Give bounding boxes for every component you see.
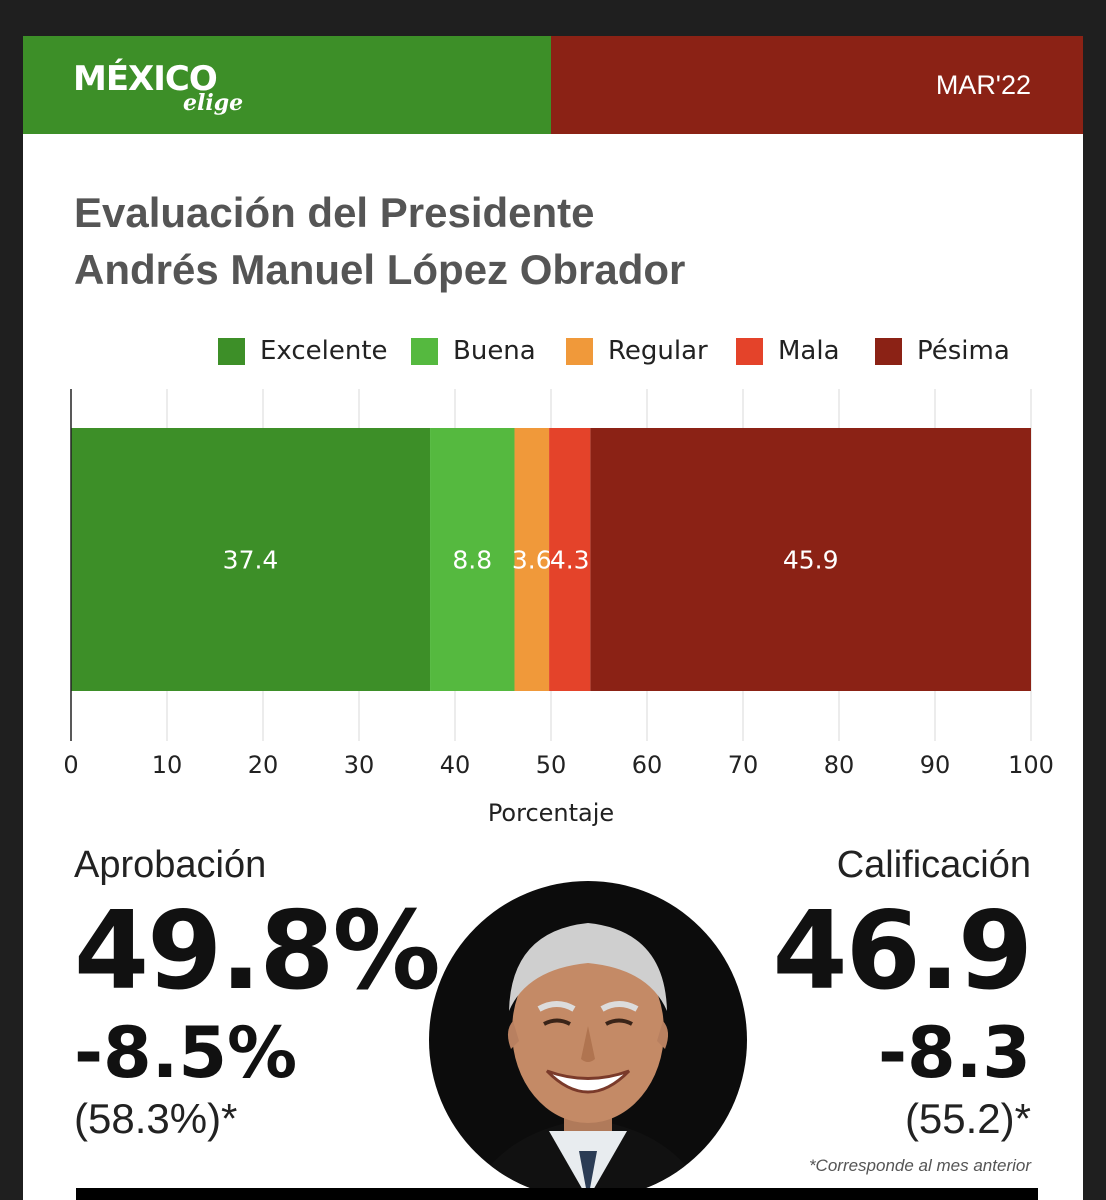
chart-bar-labels: 37.4 8.8 3.64.3 45.9 (223, 546, 839, 575)
x-tick-label-50: 50 (536, 751, 567, 779)
title-line-1: Evaluación del Presidente (74, 189, 595, 236)
x-tick-label-20: 20 (248, 751, 279, 779)
x-tick-label-60: 60 (632, 751, 663, 779)
x-tick-label-0: 0 (63, 751, 78, 779)
rating-delta: -8.3 (877, 1012, 1031, 1094)
header-green-band (23, 36, 551, 134)
logo-main-text: MÉXICO (73, 59, 218, 99)
legend-label-mala: Mala (778, 336, 840, 366)
x-tick-label-30: 30 (344, 751, 375, 779)
x-tick-label-90: 90 (920, 751, 951, 779)
rating-label: Calificación (836, 844, 1031, 886)
rating-previous: (55.2)* (904, 1095, 1031, 1142)
x-tick-label-100: 100 (1008, 751, 1054, 779)
legend-swatch-pesima (875, 338, 902, 365)
approval-delta: -8.5% (74, 1012, 298, 1094)
x-tick-label-80: 80 (824, 751, 855, 779)
approval-value: 49.8% (74, 889, 441, 1014)
bar-segment-regular (514, 428, 550, 691)
bar-label-mala: 4.3 (550, 546, 590, 575)
legend-swatch-excelente (218, 338, 245, 365)
bar-label-excelente: 37.4 (223, 546, 279, 575)
bar-segment-mala (549, 428, 591, 691)
x-tick-label-70: 70 (728, 751, 759, 779)
chart-bars (71, 428, 1031, 691)
portrait-illustration (469, 923, 707, 1199)
approval-previous: (58.3%)* (74, 1095, 238, 1142)
chart-x-axis-label: Porcentaje (488, 799, 614, 827)
footnote: *Corresponde al mes anterior (808, 1156, 1031, 1175)
stats-section: Aprobación 49.8% -8.5% (58.3%)* (23, 836, 1083, 1200)
approval-label: Aprobación (74, 844, 267, 886)
stacked-bar-chart: 37.4 8.8 3.64.3 45.9 0 10 20 30 40 50 60 70 80 90 100… (63, 389, 1054, 827)
bottom-bar (76, 1188, 1038, 1200)
logo-sub-text: elige (183, 90, 244, 116)
bar-segment-excelente (71, 428, 431, 691)
mexico-elige-logo: MÉXICO elige (73, 59, 243, 114)
header-red-band (551, 36, 1083, 134)
title-line-2: Andrés Manuel López Obrador (74, 246, 686, 293)
chart-x-ticks: 0 10 20 30 40 50 60 70 80 90 100 (63, 751, 1054, 779)
legend-swatch-buena (411, 338, 438, 365)
x-tick-label-40: 40 (440, 751, 471, 779)
rating-value: 46.9 (772, 889, 1033, 1014)
bar-segment-buena (430, 428, 515, 691)
bar-label-pésima: 45.9 (783, 546, 839, 575)
bar-label-regular: 3.6 (512, 546, 552, 575)
infographic-card: MÉXICO elige MAR'22 Evaluación del Presi… (23, 36, 1083, 1200)
survey-date: MAR'22 (935, 70, 1031, 100)
legend-swatch-regular (566, 338, 593, 365)
chart-title: Evaluación del Presidente Andrés Manuel … (74, 184, 685, 298)
president-portrait (429, 881, 747, 1199)
legend-label-regular: Regular (608, 336, 708, 366)
legend-swatch-mala (736, 338, 763, 365)
legend-label-excelente: Excelente (260, 336, 388, 366)
bar-label-buena: 8.8 (452, 546, 492, 575)
header-banner: MÉXICO elige MAR'22 (23, 36, 1083, 134)
x-tick-label-10: 10 (152, 751, 183, 779)
bar-segment-pésima (590, 428, 1031, 691)
legend-label-buena: Buena (453, 336, 536, 366)
legend-label-pesima: Pésima (917, 336, 1010, 366)
